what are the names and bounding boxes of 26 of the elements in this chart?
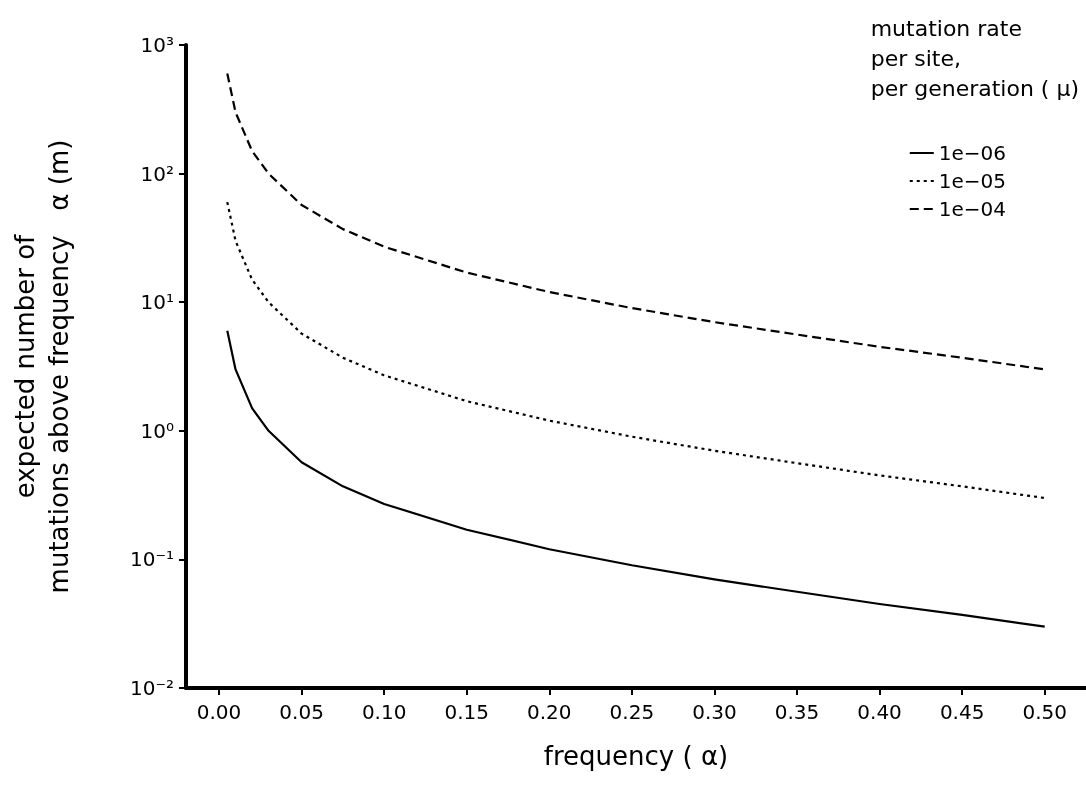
x-tick-label: 0.10 xyxy=(361,700,407,724)
x-tick-label: 0.45 xyxy=(939,700,985,724)
x-tick-label: 0.20 xyxy=(527,700,572,724)
legend-label: 1e−05 xyxy=(938,169,1007,193)
x-tick-label: 0.05 xyxy=(279,700,324,724)
x-axis-title: frequency ( α) xyxy=(543,741,729,771)
x-tick-label: 0.40 xyxy=(857,700,902,724)
x-tick-label: 0.35 xyxy=(774,700,820,724)
y-tick-label: 10⁻¹ xyxy=(129,547,174,572)
x-tick-label: 0.30 xyxy=(692,700,737,724)
y-tick-label: 10² xyxy=(140,161,174,186)
legend-label: 1e−06 xyxy=(938,141,1007,165)
y-tick-label: 10¹ xyxy=(140,290,174,315)
line-series xyxy=(226,329,1046,628)
x-tick-label: 0.15 xyxy=(444,700,489,724)
y-tick-label: 10⁻² xyxy=(129,676,174,700)
x-tick-label: 0.25 xyxy=(609,700,655,724)
x-tick-label: 0.50 xyxy=(1022,700,1067,724)
y-tick-label: 10³ xyxy=(140,33,174,57)
legend-title: mutation rate per site, per generation ( μ) xyxy=(870,15,1080,101)
line-series xyxy=(226,201,1046,500)
line-series xyxy=(226,72,1046,371)
y-axis-title: expected number of mutations above frequency α (m) xyxy=(10,139,74,594)
y-tick-label: 10⁰ xyxy=(140,418,174,443)
legend-label: 1e−04 xyxy=(938,197,1007,221)
x-tick-label: 0.00 xyxy=(196,700,242,724)
